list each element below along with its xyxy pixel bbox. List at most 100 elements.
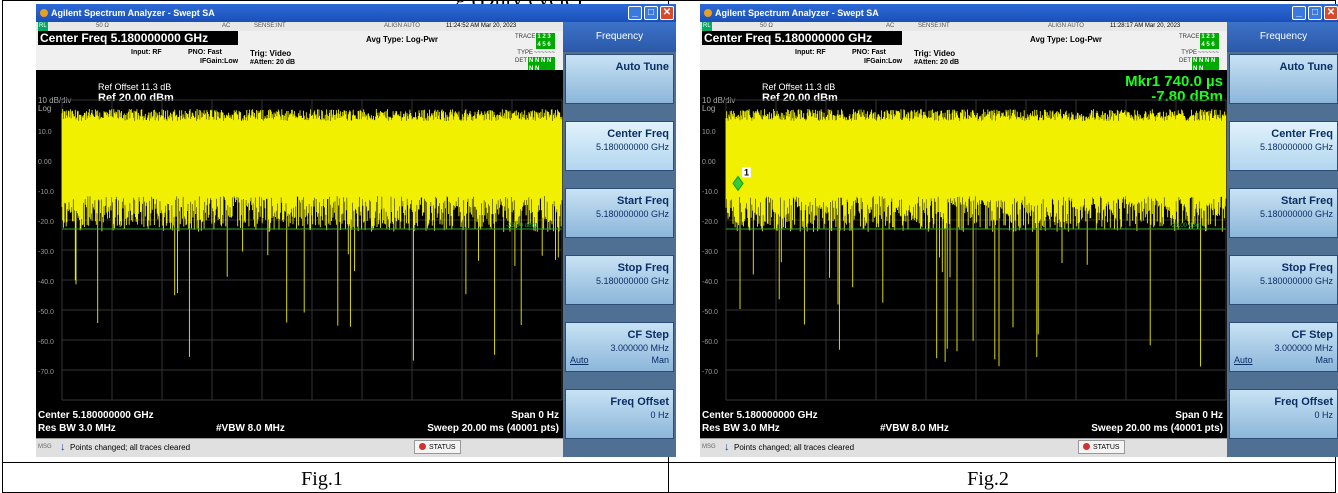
auto-option[interactable]: Auto xyxy=(570,355,589,365)
span-text: Span 0 Hz xyxy=(511,410,559,421)
softkey-auto-tune[interactable]: Auto Tune xyxy=(1229,54,1338,104)
status-button[interactable]: STATUS xyxy=(414,440,461,454)
softkey-label: Center Freq xyxy=(1271,128,1333,140)
log-label: Log xyxy=(702,104,716,113)
center-text: Center 5.180000000 GHz xyxy=(702,410,818,421)
analyzer-screenshot-1: Agilent Spectrum Analyzer - Swept SA _ □ ✕ R… xyxy=(36,4,676,457)
trace-numbers: 1 2 3 4 5 6 xyxy=(536,33,555,49)
marker-readout-time: Mkr1 740.0 µs xyxy=(1125,73,1223,90)
scale-per-div: 10 dB/div xyxy=(38,96,72,105)
softkey-label: CF Step xyxy=(627,329,669,341)
sweep-text: Sweep 20.00 ms (40001 pts) xyxy=(427,423,559,434)
trig-text: Trig: Video xyxy=(914,49,956,58)
status-strip: RL 50 Ω AC SENSE:INT ALIGN AUTO 11:24:52 AM M… xyxy=(36,22,563,31)
window-title: Agilent Spectrum Analyzer - Swept SA xyxy=(51,8,215,18)
app-logo-icon xyxy=(704,9,712,17)
window-titlebar[interactable]: Agilent Spectrum Analyzer - Swept SA _ □ ✕ xyxy=(700,4,1338,22)
status-message: Points changed; all traces cleared xyxy=(734,443,855,452)
softkey-value: 0 Hz xyxy=(650,410,669,420)
avg-type-text: Avg Type: Log-Pwr xyxy=(1030,35,1102,44)
vbw-text: #VBW 8.0 MHz xyxy=(216,423,285,434)
ref-level-text: Ref 20.00 dBm xyxy=(98,92,174,104)
softkey-value: 5.180000000 GHz xyxy=(595,142,669,152)
trace-line xyxy=(725,109,1227,367)
marker-number: 1 xyxy=(744,167,749,177)
softkey-value: 5.180000000 GHz xyxy=(595,209,669,219)
trace-line xyxy=(61,109,563,361)
trace-plot[interactable]: 10 dB/div Log Ref Offset 11.3 dB Ref 20.00 … xyxy=(36,70,563,438)
y-tick-label: -40.0 xyxy=(38,279,54,286)
coupling-text: AC xyxy=(886,23,895,29)
y-tick-label: -60.0 xyxy=(38,339,54,346)
status-label: STATUS xyxy=(1093,444,1120,451)
input-text: Input: RF xyxy=(795,49,826,56)
marker-diamond-icon[interactable] xyxy=(732,175,744,192)
ref-level-text: Ref 20.00 dBm xyxy=(762,92,838,104)
man-option[interactable]: Man xyxy=(651,355,669,365)
scale-per-div: 10 dB/div xyxy=(702,96,736,105)
timestamp: 11:28:17 AM Mar 20, 2023 xyxy=(1110,23,1181,29)
figure-caption-2: Fig.2 xyxy=(967,468,1009,490)
status-button[interactable]: STATUS xyxy=(1078,440,1125,454)
softkey-stop-freq[interactable]: Stop Freq 5.180000000 GHz xyxy=(1229,255,1338,305)
ref-offset-text: Ref Offset 11.3 dB xyxy=(762,82,836,92)
softkey-label: Auto Tune xyxy=(1279,61,1333,73)
atten-text: #Atten: 20 dB xyxy=(914,59,960,66)
trigger-level-label: -23.00 dBm xyxy=(506,223,537,229)
softkey-cf-step[interactable]: CF Step 3.000000 MHz Auto Man xyxy=(1229,322,1338,372)
rl-indicator: RL xyxy=(702,22,712,31)
row-divider xyxy=(2,462,1336,463)
softkey-stop-freq[interactable]: Stop Freq 5.180000000 GHz xyxy=(565,255,674,305)
softkey-center-freq[interactable]: Center Freq 5.180000000 GHz xyxy=(1229,121,1338,171)
center-text: Center 5.180000000 GHz xyxy=(38,410,154,421)
status-bar: MSG ↓ Points changed; all traces cleared ST… xyxy=(36,438,563,457)
center-freq-readout[interactable]: Center Freq 5.180000000 GHz xyxy=(38,31,238,45)
softkey-cf-step[interactable]: CF Step 3.000000 MHz Auto Man xyxy=(565,322,674,372)
app-logo-icon xyxy=(40,9,48,17)
avg-type-text: Avg Type: Log-Pwr xyxy=(366,35,438,44)
log-label: Log xyxy=(38,104,52,113)
vbw-text: #VBW 8.0 MHz xyxy=(880,423,949,434)
pno-text: PNO: Fast xyxy=(852,49,886,56)
close-icon[interactable]: ✕ xyxy=(1324,6,1338,20)
softkey-label: Start Freq xyxy=(1281,195,1333,207)
minimize-icon[interactable]: _ xyxy=(1292,6,1306,20)
info-icon: ↓ xyxy=(60,441,66,453)
window-titlebar[interactable]: Agilent Spectrum Analyzer - Swept SA _ □ ✕ xyxy=(36,4,676,22)
trig-text: Trig: Video xyxy=(250,49,292,58)
auto-option[interactable]: Auto xyxy=(1234,355,1253,365)
softkey-freq-offset[interactable]: Freq Offset 0 Hz xyxy=(565,389,674,439)
softkey-value: 3.000000 MHz xyxy=(1274,343,1333,353)
trace-status: TRACE 1 2 3 4 5 6 TYPE ~~~~~~ DET N N N N N N xyxy=(515,33,555,73)
close-icon[interactable]: ✕ xyxy=(660,6,674,20)
softkey-auto-tune[interactable]: Auto Tune xyxy=(565,54,674,104)
span-text: Span 0 Hz xyxy=(1175,410,1223,421)
softkey-label: Freq Offset xyxy=(610,396,669,408)
softkey-menu: Frequency Auto Tune Center Freq 5.180000000… xyxy=(563,22,676,457)
y-tick-label: -70.0 xyxy=(38,369,54,376)
softkey-menu: Frequency Auto Tune Center Freq 5.180000000… xyxy=(1227,22,1338,457)
det-values: N N N N N N xyxy=(1192,57,1219,73)
status-icon xyxy=(1083,443,1090,450)
center-freq-readout[interactable]: Center Freq 5.180000000 GHz xyxy=(702,31,902,45)
man-option[interactable]: Man xyxy=(1315,355,1333,365)
rbw-text: Res BW 3.0 MHz xyxy=(702,423,780,434)
minimize-icon[interactable]: _ xyxy=(628,6,642,20)
y-tick-label: -50.0 xyxy=(702,309,718,316)
trace-plot[interactable]: 10 dB/div Log Ref Offset 11.3 dB Ref 20.00 … xyxy=(700,70,1227,438)
maximize-icon[interactable]: □ xyxy=(1308,6,1322,20)
y-tick-label: -20.0 xyxy=(38,219,54,226)
trace-status: TRACE 1 2 3 4 5 6 TYPE ~~~~~~ DET N N N N N N xyxy=(1179,33,1219,73)
softkey-start-freq[interactable]: Start Freq 5.180000000 GHz xyxy=(1229,188,1338,238)
det-label: DET xyxy=(1179,58,1191,64)
softkey-freq-offset[interactable]: Freq Offset 0 Hz xyxy=(1229,389,1338,439)
softkey-start-freq[interactable]: Start Freq 5.180000000 GHz xyxy=(565,188,674,238)
figure-caption-1: Fig.1 xyxy=(301,468,343,490)
softkey-label: Stop Freq xyxy=(1281,262,1333,274)
y-tick-label: -40.0 xyxy=(702,279,718,286)
maximize-icon[interactable]: □ xyxy=(644,6,658,20)
softkey-value: 0 Hz xyxy=(1314,410,1333,420)
trace-svg: -23.00 dBm xyxy=(61,99,563,401)
softkey-center-freq[interactable]: Center Freq 5.180000000 GHz xyxy=(565,121,674,171)
type-label: TYPE xyxy=(517,50,533,56)
